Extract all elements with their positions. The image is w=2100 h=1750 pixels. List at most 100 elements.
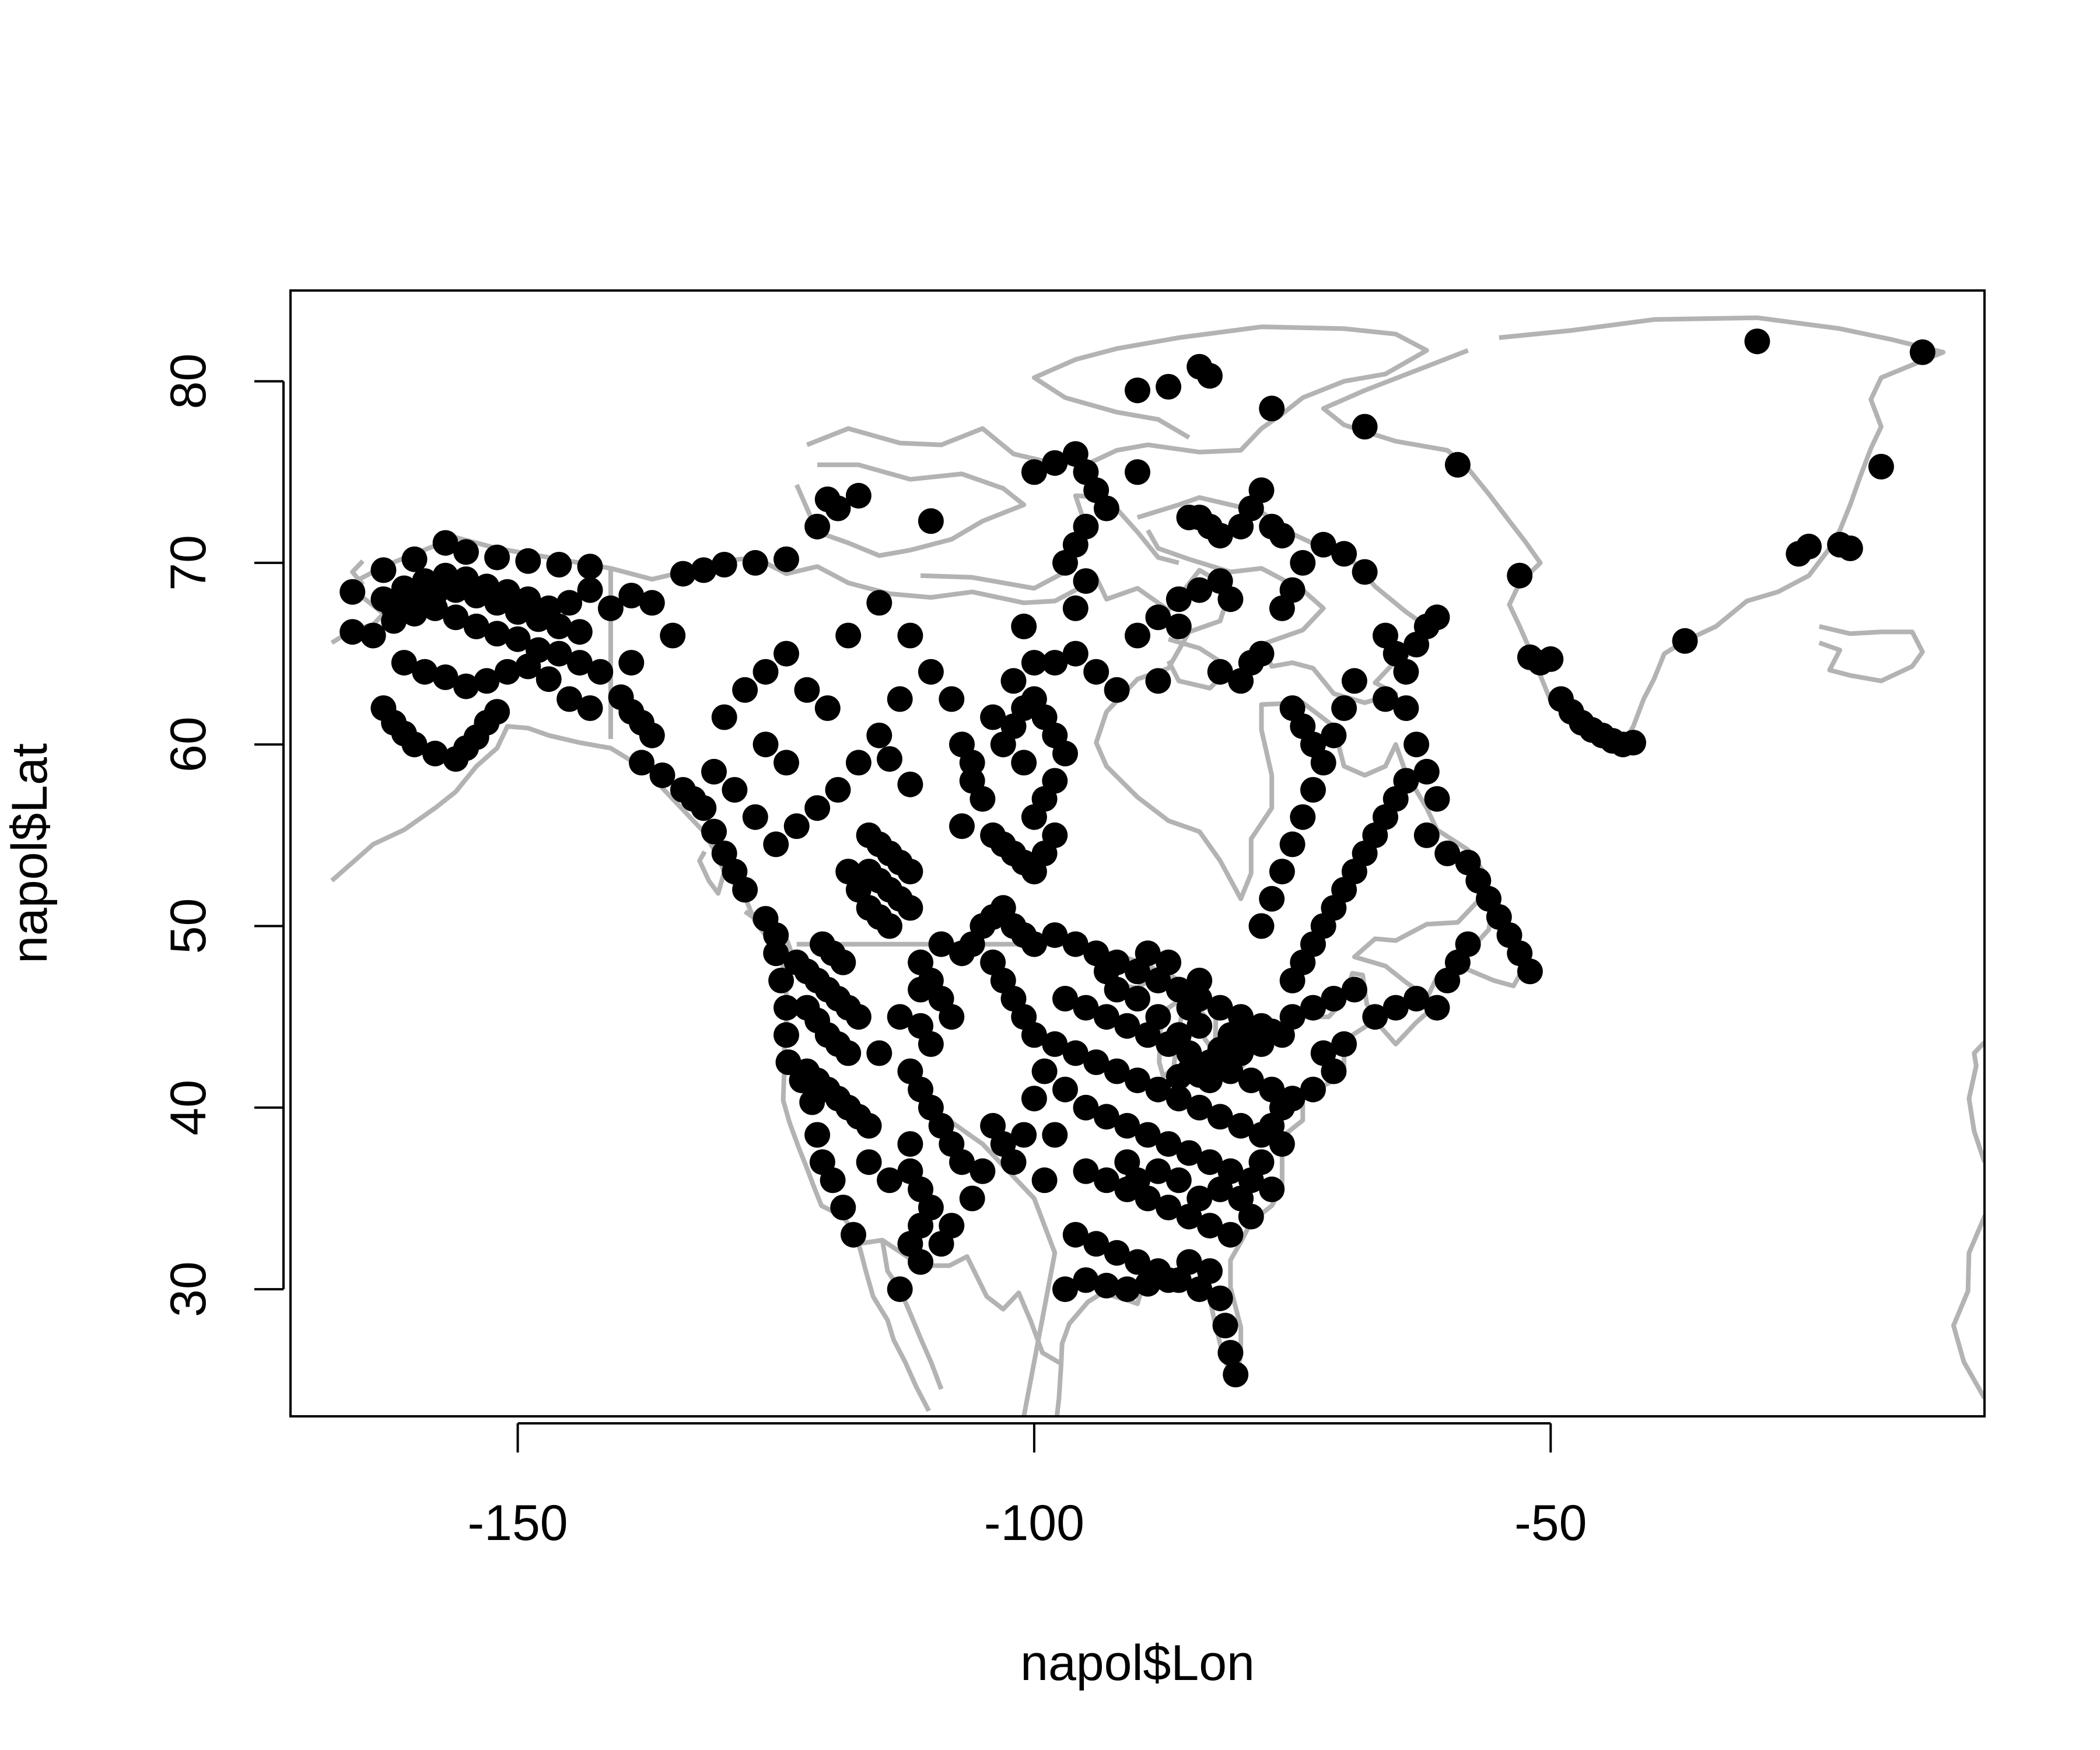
data-point xyxy=(1507,562,1533,589)
data-point xyxy=(711,552,737,578)
data-point xyxy=(1393,695,1419,721)
data-point xyxy=(1290,804,1316,830)
data-point xyxy=(897,895,923,921)
data-point xyxy=(1145,604,1171,631)
data-point xyxy=(649,762,676,789)
y-axis-label: napol$Lat xyxy=(2,743,58,964)
x-tick-label: -50 xyxy=(1514,1495,1587,1551)
data-point xyxy=(774,750,799,776)
data-point xyxy=(1042,650,1068,676)
plot-frame xyxy=(289,289,1986,1418)
data-point xyxy=(1156,374,1182,400)
data-point xyxy=(768,967,794,993)
data-point xyxy=(1145,668,1171,694)
y-tick-label: 40 xyxy=(160,1080,216,1136)
data-point xyxy=(1207,1176,1233,1202)
data-points xyxy=(340,328,1936,1388)
data-point xyxy=(1073,1158,1099,1184)
data-point xyxy=(566,619,593,645)
data-point xyxy=(908,1249,934,1275)
data-point xyxy=(701,758,727,785)
data-point xyxy=(949,1149,975,1175)
data-point xyxy=(1207,1285,1233,1311)
data-point xyxy=(1212,1312,1238,1339)
map-line-11 xyxy=(806,324,1429,467)
data-point xyxy=(1404,732,1430,758)
data-point xyxy=(463,613,489,639)
data-point xyxy=(1744,328,1770,355)
data-point xyxy=(1672,628,1698,654)
data-point xyxy=(845,750,872,776)
data-point xyxy=(484,590,510,616)
data-point xyxy=(1114,1112,1140,1139)
data-point xyxy=(453,539,479,565)
x-axis: -150 -100 -50 xyxy=(467,1422,1587,1551)
data-point xyxy=(1104,1058,1130,1084)
data-point xyxy=(866,590,892,616)
data-point xyxy=(1331,541,1357,567)
data-point xyxy=(1321,986,1347,1012)
data-point xyxy=(1114,1013,1140,1039)
x-tick-label: -100 xyxy=(984,1495,1084,1551)
data-point xyxy=(370,557,397,583)
data-point xyxy=(1062,931,1088,957)
data-point xyxy=(1434,967,1461,993)
data-point xyxy=(1093,1272,1119,1298)
data-point xyxy=(1104,1240,1130,1266)
map-line-16 xyxy=(1321,315,1946,747)
data-point xyxy=(897,859,923,885)
data-point xyxy=(505,599,531,625)
data-point xyxy=(1290,550,1316,576)
map-line-12 xyxy=(794,462,1027,558)
data-point xyxy=(1413,822,1440,848)
data-point xyxy=(412,659,438,685)
data-point xyxy=(959,750,985,776)
data-point xyxy=(587,659,614,685)
data-point xyxy=(360,622,386,649)
data-point xyxy=(629,750,654,776)
data-point xyxy=(1217,1222,1244,1248)
data-point xyxy=(401,732,428,758)
data-point xyxy=(804,795,831,821)
data-point xyxy=(1186,1185,1213,1212)
data-point xyxy=(618,583,645,608)
data-point xyxy=(1444,452,1471,478)
data-point xyxy=(711,704,737,730)
data-point xyxy=(1135,1122,1161,1148)
data-point xyxy=(1424,786,1450,812)
data-point xyxy=(1073,568,1099,594)
data-point xyxy=(1011,1122,1037,1148)
data-point xyxy=(1279,1004,1306,1030)
data-point xyxy=(980,704,1006,730)
data-point xyxy=(1176,1140,1202,1166)
data-point xyxy=(1166,1063,1192,1090)
map-line-19 xyxy=(1951,1212,1985,1399)
data-point xyxy=(970,1158,996,1184)
data-point xyxy=(1042,1031,1068,1057)
data-point xyxy=(1186,967,1213,993)
data-point xyxy=(1310,531,1336,558)
data-point xyxy=(835,622,862,649)
data-point xyxy=(1300,995,1326,1021)
data-point xyxy=(1176,505,1202,531)
data-point xyxy=(1156,1131,1182,1157)
data-point xyxy=(463,583,489,608)
data-point xyxy=(515,653,541,680)
data-point xyxy=(1042,922,1068,949)
data-point xyxy=(949,940,975,967)
data-point xyxy=(887,686,913,712)
data-point xyxy=(742,550,768,576)
map-line-20 xyxy=(1966,1040,1985,1163)
data-point xyxy=(804,1122,831,1148)
data-point xyxy=(1517,958,1543,985)
data-point xyxy=(546,640,572,667)
data-point xyxy=(1424,995,1450,1021)
data-point xyxy=(1413,758,1440,785)
data-point xyxy=(1011,750,1037,776)
data-point xyxy=(474,668,500,694)
data-point xyxy=(1620,730,1646,756)
data-point xyxy=(1207,995,1233,1021)
data-point xyxy=(845,482,872,509)
data-point xyxy=(432,530,459,556)
data-point xyxy=(949,813,975,839)
